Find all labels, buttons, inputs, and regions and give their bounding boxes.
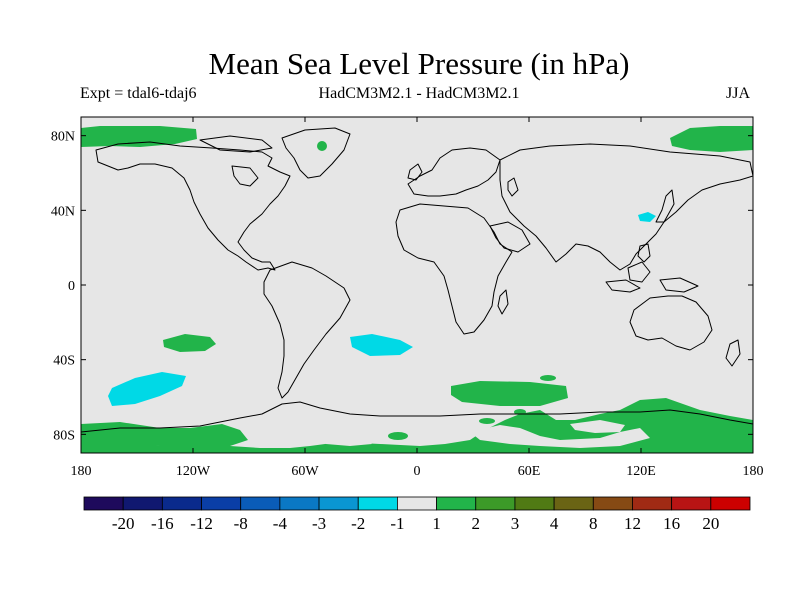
lon-tick-label: 180 <box>71 464 92 479</box>
anomaly-south-atlantic-negative <box>350 334 413 356</box>
coast-hudson-bay <box>231 165 259 187</box>
lon-tick-label: 120W <box>176 464 211 479</box>
lat-tick-label: 80N <box>51 130 75 145</box>
coast-africa <box>395 203 513 335</box>
anomaly-small-patch <box>388 432 408 440</box>
anomaly-korea-negative <box>638 212 656 222</box>
anomaly-south-pacific-negative <box>108 372 186 406</box>
coast-new-zealand <box>725 339 741 367</box>
anomaly-arctic-west <box>81 126 197 147</box>
coast-south-america <box>263 261 351 399</box>
coast-british-isles <box>407 163 423 181</box>
lat-tick-label: 40N <box>51 204 75 219</box>
experiment-label: Expt = tdal6-tdaj6 <box>80 85 197 102</box>
latitude-axis: 80N 40N 0 40S 80S <box>51 130 753 443</box>
map-background <box>81 117 753 453</box>
anomaly-greenland-spot <box>317 141 327 151</box>
lat-tick-label: 0 <box>68 279 75 294</box>
anomaly-layer <box>81 126 753 453</box>
anomaly-light-gap <box>570 420 625 433</box>
anomaly-arctic-east <box>670 126 753 152</box>
lat-tick-label: 40S <box>53 354 75 369</box>
season-label: JJA <box>726 85 751 102</box>
model-label: HadCM3M2.1 - HadCM3M2.1 <box>318 85 520 102</box>
coast-new-guinea <box>659 277 699 293</box>
coast-antarctica <box>81 401 753 433</box>
coast-australia <box>629 295 713 351</box>
coast-madagascar <box>497 289 509 315</box>
anomaly-small-patch <box>479 418 495 424</box>
lon-tick-label: 180 <box>743 464 764 479</box>
coast-indonesia <box>605 279 641 293</box>
coast-arctic-islands <box>199 135 273 153</box>
anomaly-light-gap <box>316 434 372 446</box>
coast-philippines <box>637 243 651 263</box>
lon-tick-label: 0 <box>414 464 421 479</box>
anomaly-small-patch <box>540 375 556 381</box>
coast-europe <box>407 147 501 197</box>
coast-japan <box>655 189 675 223</box>
lon-tick-label: 60W <box>291 464 319 479</box>
coast-greenland <box>281 127 351 179</box>
lon-tick-label: 120E <box>626 464 656 479</box>
anomaly-southern-ocean-indian <box>451 381 568 406</box>
anomaly-south-pacific-small <box>163 334 216 352</box>
lat-tick-label: 80S <box>53 428 75 443</box>
coast-north-america <box>95 141 291 271</box>
coastlines <box>81 127 753 433</box>
coast-caspian <box>507 177 519 197</box>
map-title: Mean Sea Level Pressure (in hPa) <box>208 46 630 81</box>
anomaly-light-gap <box>470 425 650 448</box>
lon-tick-label: 60E <box>518 464 541 479</box>
coast-arabia <box>489 221 531 253</box>
coast-borneo <box>627 261 651 283</box>
longitude-axis: 180 120W 60W 0 60E 120E 180 <box>71 117 764 479</box>
